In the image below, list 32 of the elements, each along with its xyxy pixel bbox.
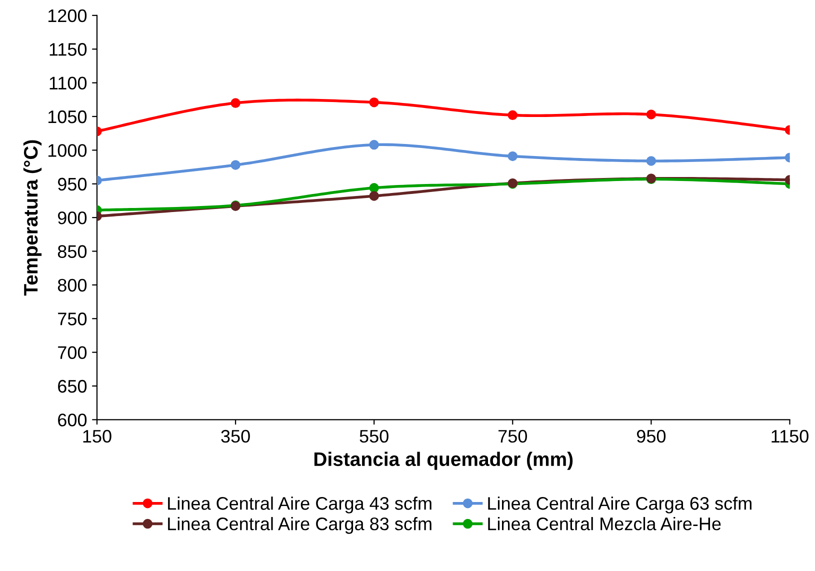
point bbox=[230, 98, 240, 108]
x-tick-label: 1150 bbox=[772, 430, 808, 443]
y-tick-label: 700 bbox=[58, 346, 87, 360]
legend-label: Linea Central Aire Carga 63 scfm bbox=[488, 496, 752, 514]
point bbox=[508, 151, 518, 162]
y-tick-label: 1100 bbox=[50, 76, 87, 90]
y-tick-label: 1200 bbox=[48, 9, 87, 22]
y-tick-label: 800 bbox=[58, 278, 87, 292]
legend-label: Linea Central Aire Carga 83 scfm bbox=[168, 517, 432, 534]
point bbox=[369, 191, 379, 201]
point bbox=[369, 140, 379, 150]
y-tick-label: 650 bbox=[58, 380, 87, 393]
legend-label: Linea Central Mezcla Aire-He bbox=[488, 517, 721, 530]
point bbox=[369, 97, 379, 108]
x-tick-label: 350 bbox=[221, 430, 250, 443]
point bbox=[230, 160, 240, 170]
y-tick-label: 950 bbox=[58, 178, 87, 191]
y-tick-label: 1050 bbox=[48, 110, 87, 124]
y-tick-label: 750 bbox=[58, 312, 87, 326]
y-tick-label: 1000 bbox=[48, 144, 87, 157]
x-tick-label: 550 bbox=[360, 430, 388, 443]
legend-label: Linea Central Aire Carga 43 scfm bbox=[168, 496, 432, 514]
y-tick-label: 850 bbox=[58, 245, 87, 258]
y-tick-label: 600 bbox=[58, 414, 87, 426]
x-axis-title: Distancia al quemador (mm) bbox=[314, 452, 573, 470]
x-tick-label: 150 bbox=[83, 430, 112, 443]
x-tick-label: 950 bbox=[636, 430, 666, 443]
x-tick-label: 750 bbox=[498, 430, 527, 443]
y-tick-label: 900 bbox=[58, 211, 87, 224]
y-axis-title: Temperatura (°C) bbox=[23, 140, 42, 296]
point bbox=[508, 110, 518, 120]
y-tick-label: 1150 bbox=[50, 43, 87, 56]
